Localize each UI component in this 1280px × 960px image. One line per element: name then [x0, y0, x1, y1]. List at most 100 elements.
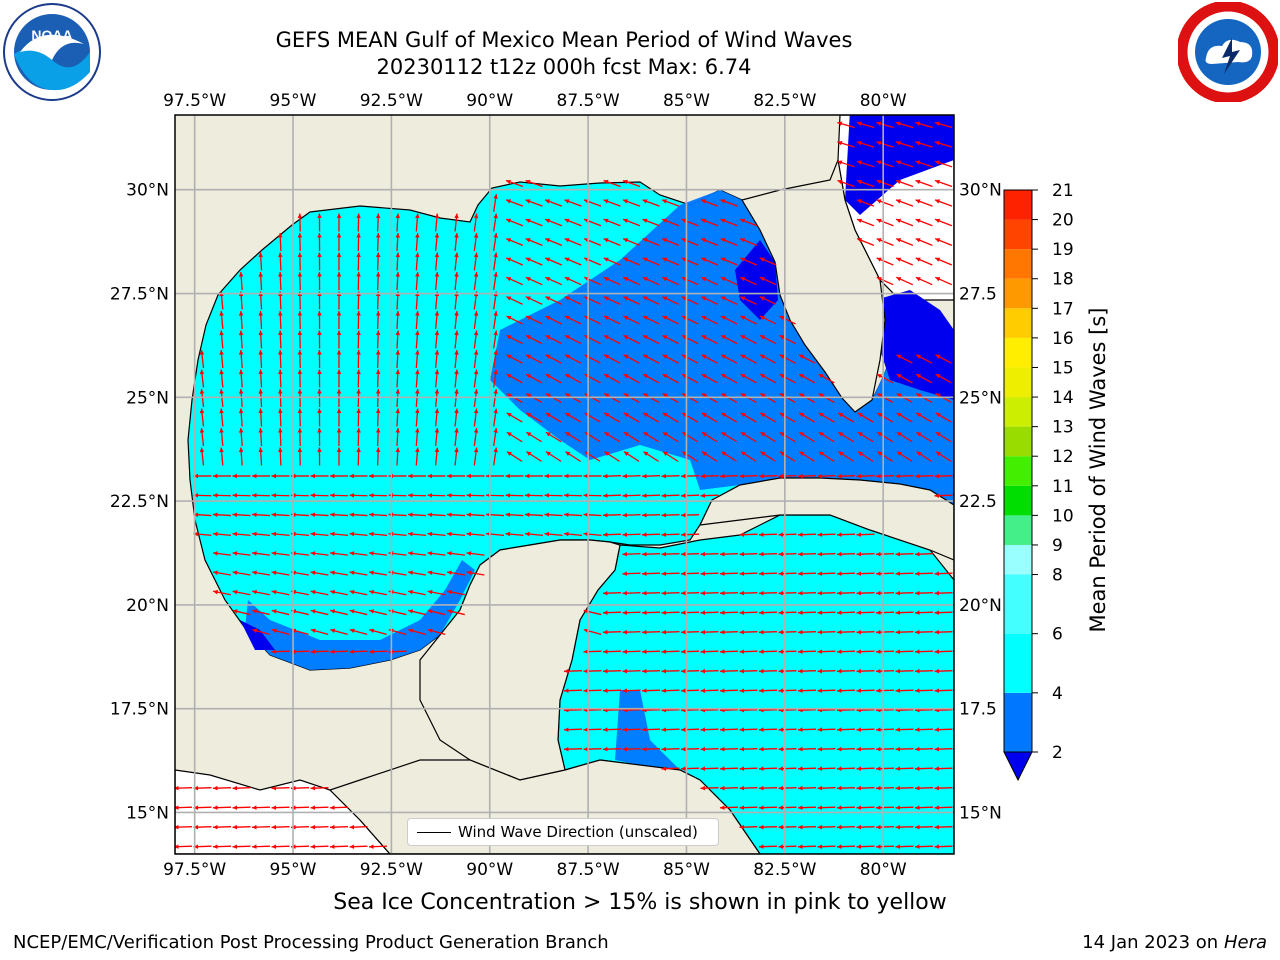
wind-wave-arrow	[395, 252, 401, 271]
wind-wave-arrow	[739, 218, 758, 227]
wind-wave-arrow	[817, 571, 836, 576]
wind-wave-arrow	[310, 805, 329, 810]
wind-wave-arrow	[739, 571, 758, 576]
wind-wave-arrow	[934, 766, 953, 771]
wind-wave-arrow	[251, 844, 271, 849]
wind-wave-arrow	[934, 179, 953, 188]
wind-wave-arrow	[720, 412, 738, 423]
wind-wave-arrow	[564, 373, 582, 384]
wind-wave-arrow	[895, 610, 914, 615]
wind-wave-arrow	[875, 766, 895, 771]
wind-wave-arrow	[212, 531, 232, 537]
wind-wave-arrow	[934, 629, 953, 635]
wind-wave-arrow	[817, 610, 836, 615]
wind-wave-arrow	[642, 257, 660, 266]
wind-wave-arrow	[875, 785, 895, 791]
wind-wave-arrow	[219, 349, 224, 369]
wind-wave-arrow	[681, 257, 699, 266]
wind-wave-arrow	[525, 179, 543, 188]
wind-wave-arrow	[603, 315, 621, 325]
wind-wave-arrow	[251, 493, 271, 498]
wind-wave-arrow	[473, 408, 479, 427]
wind-wave-arrow	[252, 609, 270, 616]
wind-wave-arrow	[836, 727, 856, 732]
wind-wave-arrow	[857, 412, 874, 423]
wind-wave-arrow	[701, 431, 718, 443]
wind-wave-arrow	[375, 427, 381, 447]
lat-label-left-2: 25°N	[126, 388, 169, 408]
wind-wave-arrow	[641, 668, 661, 674]
colorbar-segment	[1004, 515, 1032, 545]
wind-wave-arrow	[759, 257, 777, 266]
wind-wave-arrow	[446, 473, 466, 479]
wind-wave-arrow	[622, 746, 641, 752]
wind-wave-arrow	[603, 199, 621, 207]
wind-wave-arrow	[415, 213, 420, 232]
wind-wave-arrow	[641, 590, 661, 596]
wind-wave-arrow	[797, 629, 817, 635]
wind-wave-arrow	[680, 688, 700, 693]
wind-wave-arrow	[193, 785, 212, 791]
wind-wave-arrow	[875, 590, 895, 596]
wind-wave-arrow	[310, 551, 329, 556]
wind-wave-arrow	[641, 746, 661, 752]
wind-wave-arrow	[415, 447, 420, 466]
wind-wave-arrow	[642, 218, 660, 227]
wind-wave-arrow	[258, 447, 263, 466]
wind-wave-arrow	[739, 610, 758, 615]
wind-wave-arrow	[407, 551, 427, 556]
wind-wave-arrow	[454, 427, 459, 447]
wind-wave-arrow	[935, 276, 952, 286]
wind-wave-arrow	[778, 610, 797, 615]
wind-wave-arrow	[232, 589, 251, 596]
wind-wave-arrow	[779, 451, 796, 462]
colorbar-tick-label: 10	[1052, 506, 1074, 526]
wind-wave-arrow	[395, 408, 401, 427]
wind-wave-arrow	[739, 805, 758, 810]
wind-wave-arrow	[817, 473, 836, 479]
wind-wave-arrow	[317, 213, 322, 232]
wind-wave-arrow	[603, 257, 621, 266]
wind-wave-arrow	[739, 473, 758, 479]
wind-wave-arrow	[623, 276, 640, 286]
lon-label-top-7: 80°W	[860, 91, 907, 111]
wind-wave-arrow	[700, 238, 719, 246]
wind-wave-arrow	[934, 473, 953, 479]
date-text: 14 Jan 2023 on	[1082, 932, 1224, 953]
legend-line-sample	[417, 832, 451, 833]
wind-wave-arrow	[642, 334, 660, 345]
wind-wave-arrow	[622, 649, 641, 654]
wind-wave-arrow	[395, 213, 401, 232]
wind-wave-arrow	[368, 551, 388, 556]
wind-wave-arrow	[856, 727, 875, 732]
lon-labels-top: 97.5°W 95°W 92.5°W 90°W 87.5°W 85°W 82.5°W 80°W	[163, 91, 907, 111]
colorbar-segment	[1004, 633, 1032, 693]
wind-wave-arrow	[915, 121, 933, 129]
wind-wave-arrow	[642, 276, 660, 286]
wind-wave-arrow	[896, 431, 913, 443]
wind-wave-arrow	[213, 570, 231, 576]
lon-label-top-5: 85°W	[663, 91, 710, 111]
wind-wave-arrow	[466, 473, 485, 479]
wind-wave-arrow	[603, 354, 621, 364]
wind-wave-arrow	[797, 785, 817, 791]
wind-wave-arrow	[641, 649, 661, 654]
wind-wave-arrow	[603, 334, 621, 345]
wind-wave-arrow	[493, 369, 498, 388]
wind-wave-arrow	[232, 512, 251, 517]
wind-wave-arrow	[199, 408, 205, 427]
wind-wave-arrow	[817, 688, 836, 693]
wind-wave-arrow	[681, 276, 699, 286]
wind-wave-arrow	[506, 354, 523, 364]
wind-wave-arrow	[778, 688, 797, 693]
wind-wave-arrow	[662, 315, 679, 325]
wind-wave-arrow	[700, 610, 719, 615]
wind-wave-arrow	[797, 590, 817, 596]
wind-wave-arrow	[895, 746, 914, 752]
wind-wave-arrow	[583, 727, 602, 732]
wind-wave-arrow	[564, 218, 582, 227]
wind-wave-arrow	[934, 160, 953, 168]
colorbar-segment	[1004, 426, 1032, 457]
wind-wave-arrow	[317, 408, 322, 427]
wind-wave-arrow	[368, 512, 388, 517]
